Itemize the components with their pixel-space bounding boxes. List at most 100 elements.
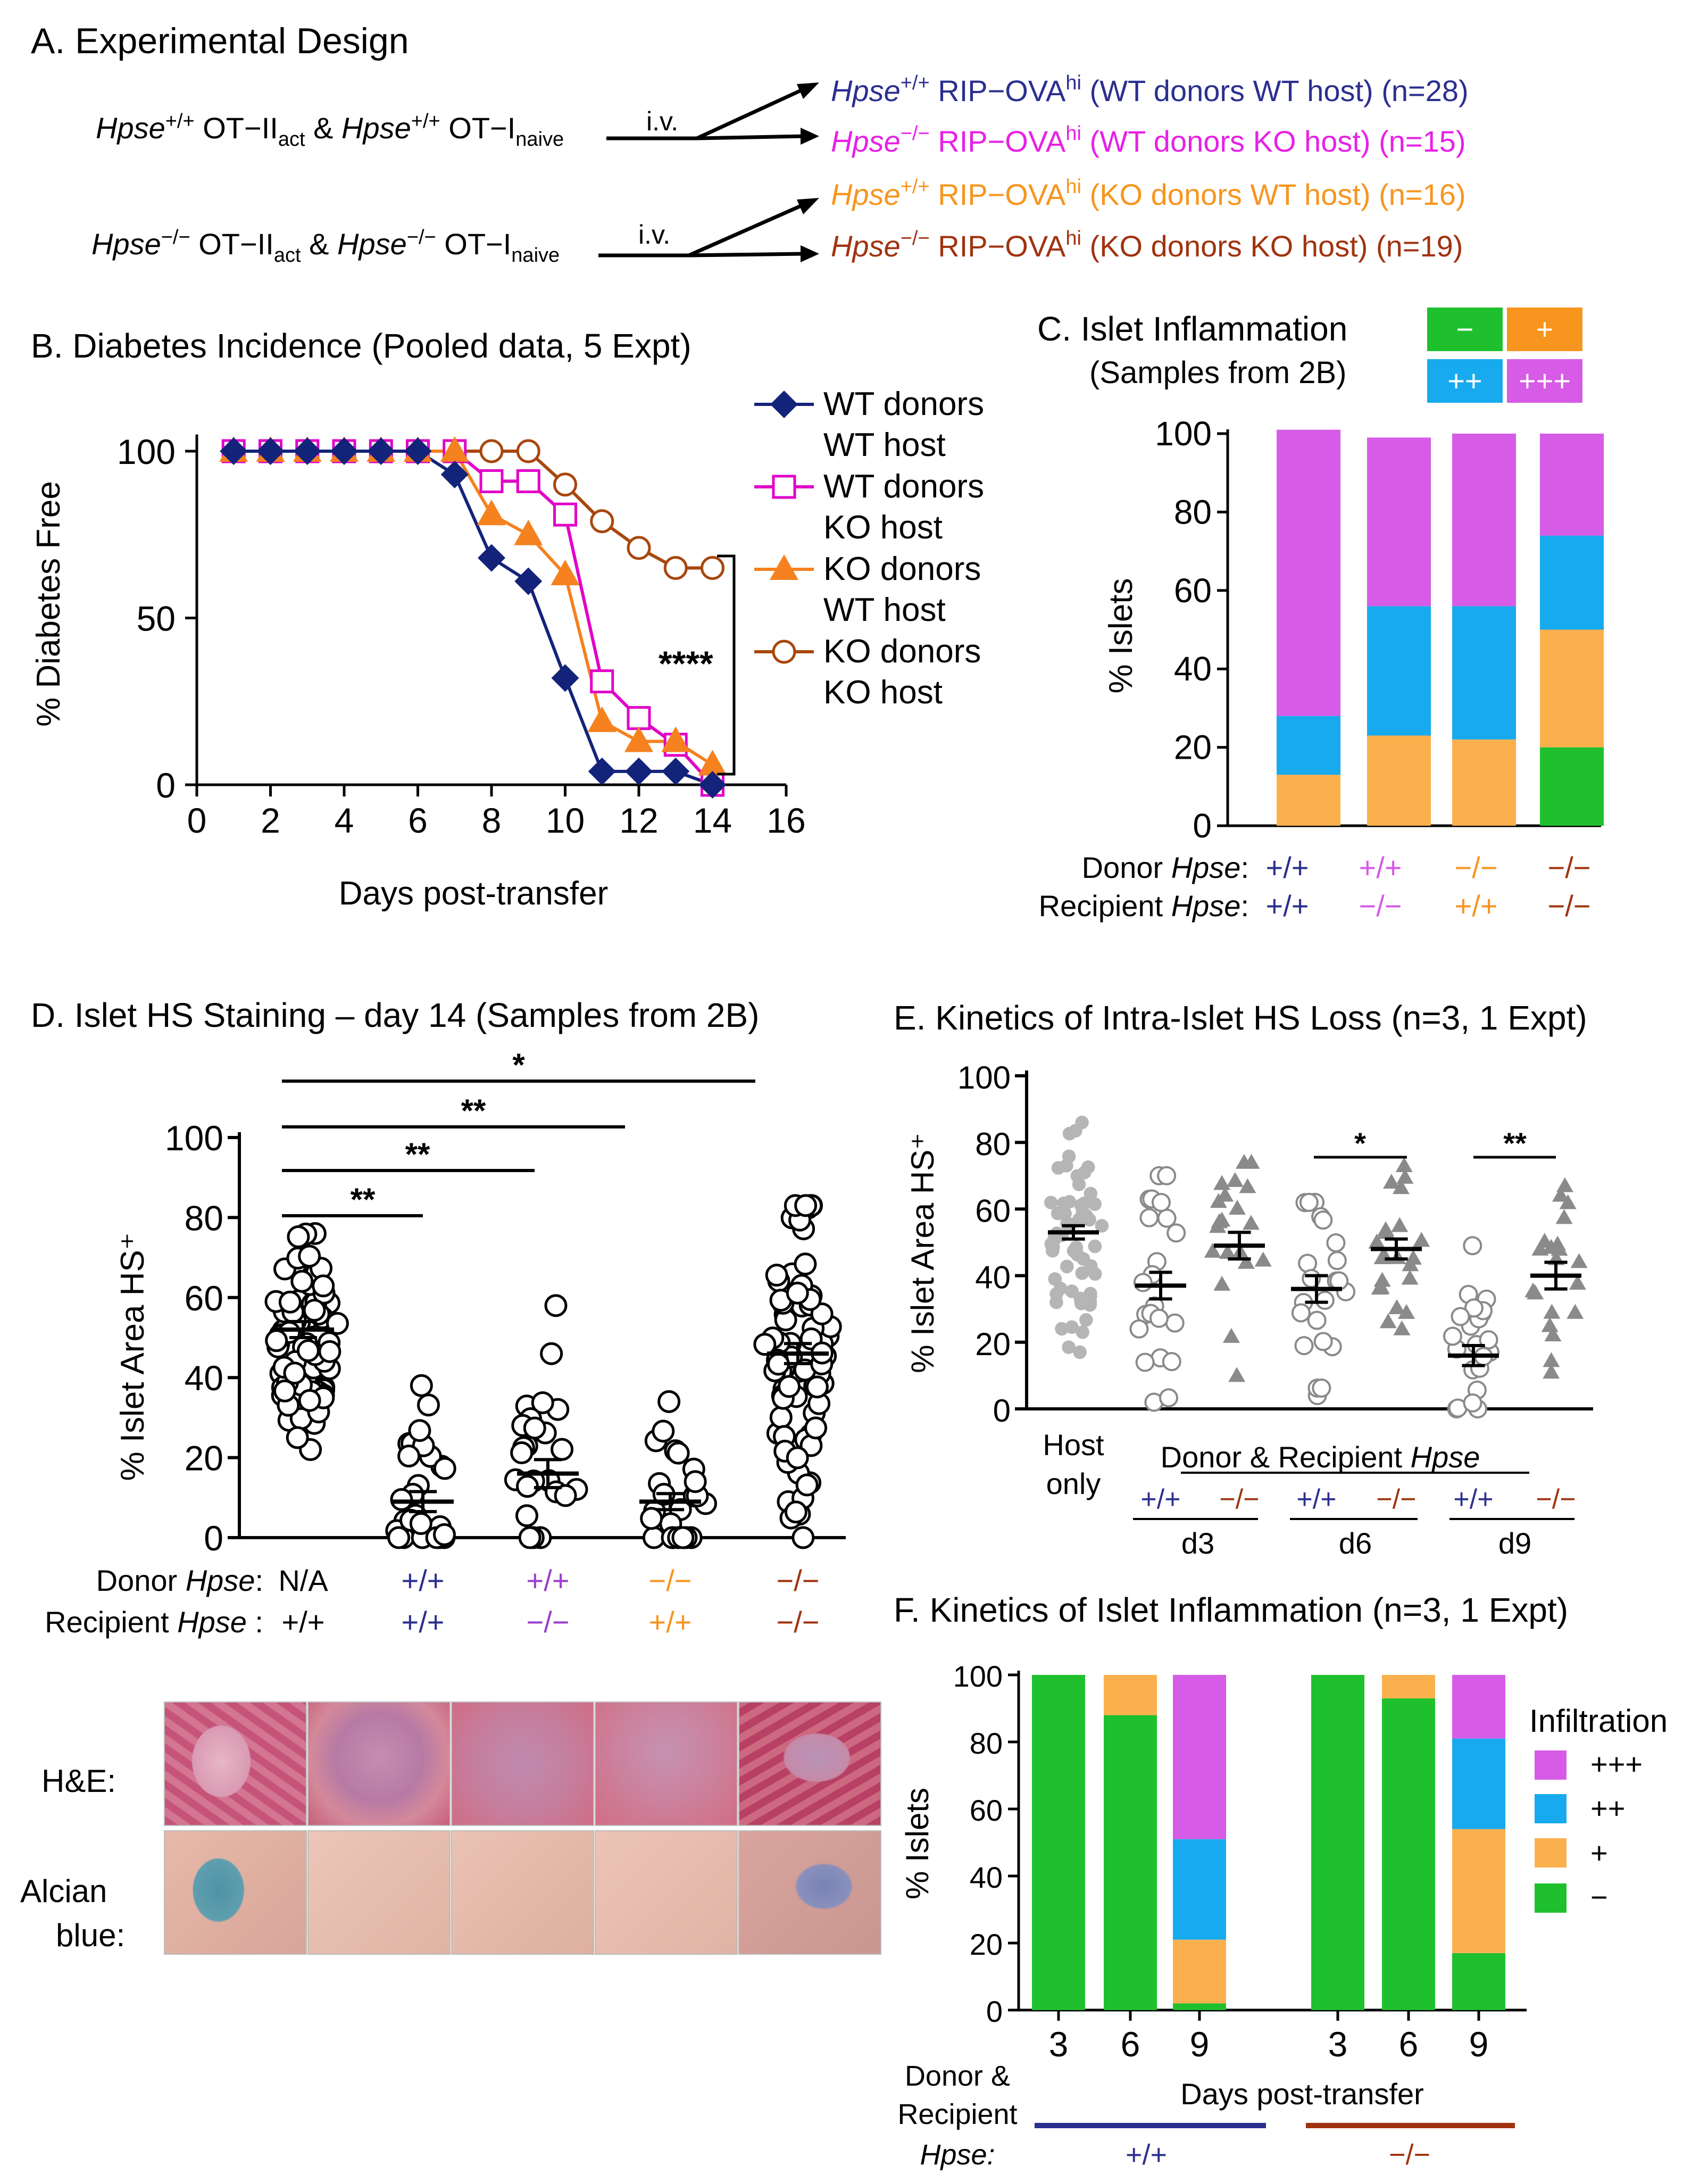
panel-e-points [1044, 1115, 1588, 1418]
e-data-point [1058, 1207, 1072, 1221]
e-data-point [1076, 1325, 1089, 1339]
e-data-point [1327, 1251, 1347, 1271]
d-data-point [278, 1290, 302, 1314]
legend-box-plus [1507, 308, 1582, 351]
panel-d-donor-label: Donor Hpse: [96, 1564, 263, 1597]
e-y-tick-label: 100 [957, 1060, 1011, 1095]
e-data-point [1393, 1320, 1411, 1335]
d-donor-1: N/A [278, 1564, 328, 1597]
d-data-point [265, 1329, 288, 1352]
e-data-point [1051, 1161, 1065, 1175]
d-recipient-3: −/− [527, 1605, 570, 1639]
panel-d-recipient-label: Recipient Hpse : [45, 1605, 263, 1639]
d-data-point [397, 1445, 421, 1468]
e-data-point [1133, 1273, 1153, 1292]
d-recipient-1: +/+ [282, 1605, 325, 1639]
c-bar-segment [1277, 775, 1340, 826]
b-x-tick-label: 4 [335, 801, 354, 840]
e-day-1: d3 [1181, 1526, 1214, 1560]
d-data-point [298, 1389, 321, 1412]
b-legend-marker [770, 391, 798, 418]
legend-box-minus [1427, 308, 1503, 351]
d-data-point [387, 1526, 411, 1549]
e-geno-1: +/+ [1140, 1484, 1180, 1515]
b-data-point [625, 757, 653, 785]
b-data-point [440, 460, 469, 488]
b-legend-label: KO host [823, 509, 943, 546]
d-donor-3: +/+ [527, 1564, 570, 1597]
b-x-tick-label: 0 [187, 801, 207, 840]
e-data-point [1084, 1186, 1098, 1201]
iv-label-1: i.v. [646, 106, 678, 136]
f-legend-title: Infiltration [1529, 1703, 1668, 1739]
e-data-point [1413, 1232, 1430, 1247]
b-data-point [516, 439, 540, 463]
panel-c-axes: 0 20 40 60 80 100 [1155, 414, 1601, 845]
d-data-point [551, 1438, 574, 1461]
d-data-point [409, 1512, 432, 1535]
d-data-point [283, 1362, 306, 1385]
panel-c-title: C. Islet Inflammation [1037, 310, 1347, 348]
c-bar-segment [1367, 606, 1431, 736]
e-data-point [1395, 1157, 1413, 1173]
e-geno-4: −/− [1376, 1484, 1416, 1515]
e-data-point [1079, 1313, 1093, 1327]
d-data-point [795, 1473, 819, 1497]
e-geno-5: +/+ [1453, 1484, 1493, 1515]
e-data-point [1213, 1275, 1231, 1291]
e-data-point [1451, 1307, 1470, 1326]
b-data-point [587, 706, 616, 732]
b-legend-label: WT donors [823, 386, 984, 422]
e-data-point [1368, 1233, 1386, 1249]
e-data-point [1254, 1251, 1272, 1267]
injection-arrows [598, 87, 804, 258]
e-data-point [1088, 1197, 1102, 1211]
e-y-tick-label: 60 [975, 1193, 1011, 1229]
alcian-label-1: Alcian [20, 1873, 107, 1909]
d-data-point [312, 1274, 335, 1298]
b-data-point [551, 664, 579, 692]
host-group-1: Hpse+/+ RIP−OVAhi (WT donors WT host) (n… [831, 72, 1469, 107]
e-data-point [1239, 1178, 1256, 1193]
e-data-point [1464, 1298, 1484, 1318]
d-data-point [286, 1426, 309, 1449]
e-data-point [1129, 1319, 1149, 1339]
alcian-micrograph-1 [164, 1830, 307, 1955]
e-donor-recipient: Donor & Recipient Hpse [1161, 1440, 1480, 1474]
e-data-point [1559, 1194, 1577, 1209]
d-recipient-2: +/+ [402, 1605, 445, 1639]
d-donor-2: +/+ [402, 1564, 445, 1597]
b-legend-label: WT host [823, 592, 946, 628]
e-data-point [1543, 1304, 1561, 1319]
legend-box-pp [1427, 359, 1503, 403]
b-data-point [662, 757, 690, 785]
c-bar-segment [1277, 716, 1340, 775]
f-geno-ko: −/− [1389, 2139, 1430, 2171]
panel-e-title: E. Kinetics of Intra-Islet HS Loss (n=3,… [894, 999, 1587, 1037]
e-data-point [1567, 1304, 1584, 1319]
f-y-tick-label: 60 [970, 1794, 1003, 1827]
legend-text-minus: − [1456, 312, 1474, 346]
c-bar-segment [1277, 429, 1340, 716]
f-x-tick-label: 9 [1469, 2024, 1489, 2064]
c-recipient-4: −/− [1548, 889, 1591, 923]
c-donor-1: +/+ [1266, 851, 1309, 884]
e-data-point [1378, 1224, 1395, 1239]
b-x-tick-label: 16 [766, 801, 805, 840]
b-data-point [627, 706, 651, 731]
b-data-point [479, 439, 504, 463]
d-data-point [791, 1526, 815, 1549]
he-micrograph-4 [595, 1701, 738, 1826]
d-data-point [810, 1302, 834, 1325]
b-data-point [514, 519, 543, 545]
e-data-point [1081, 1160, 1095, 1174]
e-host-only-2: only [1046, 1467, 1101, 1500]
d-data-point [805, 1375, 829, 1399]
e-data-point [1228, 1367, 1246, 1382]
d-data-point [273, 1379, 296, 1402]
c-bar-segment [1452, 739, 1516, 826]
b-data-point [698, 771, 727, 799]
e-data-point [1329, 1271, 1349, 1291]
d-data-point [510, 1441, 534, 1465]
